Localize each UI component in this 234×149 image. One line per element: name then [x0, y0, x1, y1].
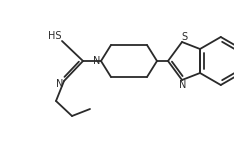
Text: HS: HS	[48, 31, 62, 41]
Text: N: N	[179, 80, 187, 90]
Text: N: N	[93, 56, 101, 66]
Text: S: S	[181, 32, 187, 42]
Text: N: N	[56, 79, 64, 89]
